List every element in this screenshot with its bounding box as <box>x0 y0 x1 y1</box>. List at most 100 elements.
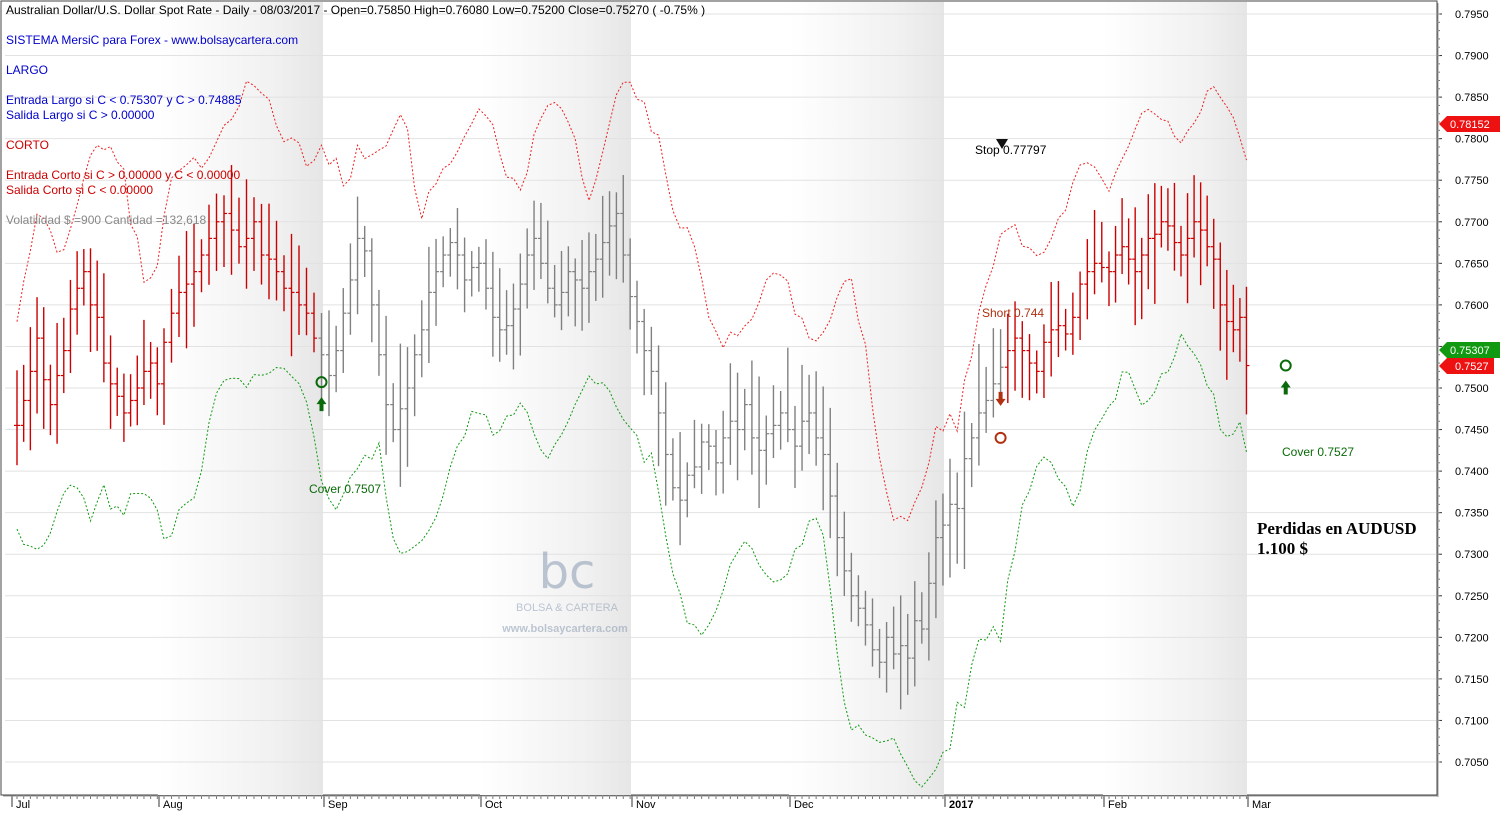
ohlc-bar <box>251 197 257 271</box>
ohlc-bar <box>120 373 127 442</box>
ohlc-bar <box>258 203 265 285</box>
ohlc-bar <box>361 225 368 277</box>
lower-band-line <box>16 332 1247 788</box>
y-tick-label: 0.7650 <box>1455 258 1489 270</box>
price-tag-mid: 0.75307 <box>1439 342 1500 358</box>
ohlc-bar <box>354 196 361 315</box>
ohlc-bar <box>198 239 205 293</box>
y-tick-label: 0.7250 <box>1455 591 1489 603</box>
ohlc-bar <box>40 307 47 429</box>
y-tick-label: 0.7700 <box>1455 217 1489 229</box>
ohlc-bar <box>303 267 310 336</box>
ohlc-bar <box>1223 269 1230 380</box>
ohlc-bar <box>684 462 691 518</box>
ohlc-bar <box>213 193 220 271</box>
ohlc-bar <box>918 592 925 644</box>
ohlc-bar <box>60 317 67 394</box>
ohlc-bar <box>1178 225 1184 277</box>
ohlc-bar <box>140 319 147 406</box>
ohlc-bar <box>551 264 558 318</box>
ohlc-bar <box>841 511 848 596</box>
ohlc-bar <box>784 347 791 443</box>
y-tick-label: 0.7800 <box>1455 134 1489 146</box>
y-tick-label: 0.7850 <box>1455 92 1489 104</box>
price-tag-upper: 0.78152 <box>1439 116 1500 132</box>
ohlc-bar <box>404 347 411 467</box>
cover-label-2: Cover 0.7527 <box>1282 445 1354 459</box>
ohlc-bar <box>897 595 904 710</box>
ohlc-bar <box>741 388 748 451</box>
x-tick-label: Oct <box>485 799 502 811</box>
ohlc-bar <box>1019 321 1026 398</box>
system-line: SISTEMA MersiC para Forex - www.bolsayca… <box>6 33 298 47</box>
ohlc-bar <box>433 238 440 326</box>
ohlc-bar <box>763 415 770 485</box>
losses-title: Perdidas en AUDUSD <box>1257 519 1417 538</box>
ohlc-bar <box>27 327 34 451</box>
ohlc-bar <box>1236 298 1243 362</box>
ohlc-bar <box>333 325 340 393</box>
ohlc-bar <box>496 268 503 362</box>
ohlc-bar <box>890 606 897 670</box>
ohlc-bar <box>748 360 755 475</box>
ohlc-bar <box>792 405 798 489</box>
ohlc-bar <box>1119 198 1126 275</box>
ohlc-bar <box>440 236 447 288</box>
volatilidad-line: Volatilidad $ =900 Cantidad =132,618 <box>6 213 206 227</box>
ohlc-bar <box>677 432 684 546</box>
y-tick-label: 0.7900 <box>1455 51 1489 63</box>
ohlc-bar <box>273 220 280 301</box>
x-tick-label: Jul <box>16 799 30 811</box>
x-tick-label: Mar <box>1252 799 1271 811</box>
ohlc-bar <box>770 385 777 459</box>
x-axis: Jul Aug Sep Oct Nov Dec 2017 Feb Mar <box>11 795 1271 811</box>
salida-largo: Salida Largo si C > 0.00000 <box>6 108 155 122</box>
ohlc-bar <box>243 179 250 289</box>
ohlc-bar <box>1132 207 1139 326</box>
price-tag-close-text: 0.7527 <box>1455 361 1489 373</box>
largo-heading: LARGO <box>6 63 48 77</box>
ohlc-bar <box>1210 218 1217 309</box>
ohlc-bar <box>1069 292 1076 355</box>
ohlc-bar <box>531 200 538 290</box>
ohlc-bar <box>134 355 141 426</box>
price-tag-close: 0.7527 <box>1439 358 1494 374</box>
ohlc-bar <box>1125 218 1132 285</box>
signal-circle <box>1279 359 1292 372</box>
ohlc-bar <box>1204 195 1211 267</box>
short-arrow-icon <box>995 391 1006 406</box>
x-tick-label: Dec <box>794 799 814 811</box>
watermark-url: www.bolsaycartera.com <box>501 623 628 635</box>
upper-band-line <box>16 80 1247 522</box>
ohlc-bar <box>1033 350 1040 394</box>
gridlines <box>5 13 1436 763</box>
ohlc-bar <box>154 347 161 416</box>
ohlc-bar <box>544 220 551 304</box>
ohlc-bars <box>14 165 1250 710</box>
ohlc-bar <box>932 500 939 619</box>
cover-arrow-icon <box>1280 380 1291 395</box>
ohlc-bar <box>756 376 763 508</box>
ohlc-bar <box>489 251 496 357</box>
ohlc-bar <box>1098 221 1105 283</box>
y-tick-label: 0.7100 <box>1455 715 1489 727</box>
cover-label-1: Cover 0.7507 <box>309 482 381 496</box>
ohlc-bar <box>206 204 212 285</box>
month-shade <box>158 2 323 795</box>
ohlc-bar <box>228 165 235 275</box>
ohlc-bar <box>592 233 599 301</box>
ohlc-bar <box>288 233 295 357</box>
signal-circle <box>315 376 328 389</box>
ohlc-bar <box>425 246 432 364</box>
ohlc-bar <box>911 581 918 687</box>
ohlc-bar <box>87 248 94 352</box>
ohlc-bar <box>634 280 640 354</box>
ohlc-bar <box>461 237 468 313</box>
ohlc-bar <box>537 202 544 280</box>
ohlc-bar <box>326 310 332 417</box>
corto-heading: CORTO <box>6 138 49 152</box>
ohlc-bar <box>620 175 627 283</box>
ohlc-bar <box>94 260 101 351</box>
ohlc-bar <box>266 203 272 300</box>
ohlc-bar <box>176 255 182 337</box>
